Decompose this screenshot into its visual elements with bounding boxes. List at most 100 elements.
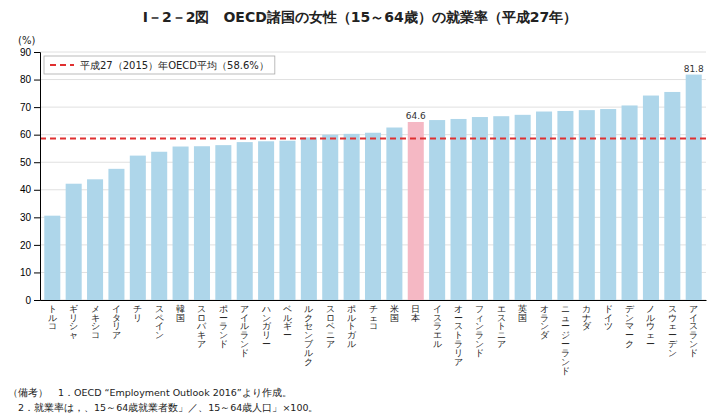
y-tick-mark <box>34 162 40 163</box>
x-tick-label-char: 本 <box>411 313 420 323</box>
x-tick-label-char: ア <box>197 339 206 349</box>
reference-line <box>40 138 706 140</box>
x-tick: オーストラリア <box>454 304 463 368</box>
x-tick: ハンガリー <box>261 304 272 350</box>
x-tick-label: アイスランド <box>689 304 698 359</box>
x-tick-label: スウェーデン <box>668 304 678 359</box>
marks <box>40 75 706 300</box>
x-tick-label-char: ー <box>646 339 655 349</box>
x-tick-label-char: ダ <box>582 322 592 332</box>
x-tick-label: イスラエル <box>433 304 442 350</box>
bar <box>643 96 659 300</box>
bar <box>279 141 295 300</box>
x-tick-label-char: コ <box>369 322 378 332</box>
x-tick-label: カナダ <box>582 304 592 332</box>
y-tick: 80 <box>20 74 40 85</box>
x-axis-line <box>41 300 707 301</box>
y-tick-label: 10 <box>20 267 32 278</box>
x-tick: トルコ <box>48 304 57 332</box>
bar <box>429 120 445 300</box>
note: （備考） 1．OECD “Employment Outlook 2016”より作… <box>8 387 292 398</box>
x-axis: トルコギリシャメキシコイタリアチリスペイン韓国スロバキアポーランドアイルランドハ… <box>41 301 707 377</box>
x-tick-label: ドイツ <box>604 304 613 332</box>
x-tick-label: スロバキア <box>196 304 207 350</box>
grid-line <box>40 79 706 80</box>
x-tick-label-char: ル <box>347 339 356 349</box>
y-tick-mark <box>34 300 40 301</box>
plot-area: 0102030405060708090トルコギリシャメキシコイタリアチリスペイン… <box>20 47 707 376</box>
x-tick-label-char: ン <box>155 330 164 340</box>
x-tick: スロベニア <box>326 304 335 350</box>
x-tick-label-char: ダ <box>540 330 550 340</box>
x-tick-label-char: ド <box>689 348 698 358</box>
bar <box>515 115 531 300</box>
x-tick-label: ギリシャ <box>69 304 78 341</box>
x-tick-label: チェコ <box>369 304 378 332</box>
x-tick: スウェーデン <box>668 304 678 359</box>
y-tick-mark <box>34 245 40 246</box>
x-tick-label-char: ド <box>561 366 570 376</box>
y-tick-label: 50 <box>20 157 32 168</box>
bar <box>322 135 338 300</box>
x-tick-label: 日本 <box>411 304 420 323</box>
bar <box>44 216 60 300</box>
x-tick: 英国 <box>518 304 527 323</box>
x-tick-label: オーストラリア <box>454 304 463 368</box>
bar <box>301 137 317 300</box>
x-tick-label: スペイン <box>155 304 164 341</box>
bar <box>408 122 424 300</box>
bar <box>108 169 124 300</box>
bar <box>493 116 509 300</box>
y-tick-label: 60 <box>20 129 32 140</box>
y-tick: 90 <box>20 47 40 58</box>
x-tick-label: ベルギー <box>283 304 292 341</box>
y-tick-mark <box>34 80 40 81</box>
y-axis-line <box>34 53 41 301</box>
bar <box>365 133 381 300</box>
x-tick-label: メキシコ <box>91 304 100 341</box>
x-tick: ニュージーランド <box>561 304 570 376</box>
y-tick: 60 <box>20 129 40 140</box>
x-tick-label-char: 国 <box>518 313 527 323</box>
bar <box>194 146 210 300</box>
x-tick-label: ハンガリー <box>261 304 272 350</box>
y-tick: 10 <box>20 267 40 278</box>
x-tick-label-char: ャ <box>69 330 78 340</box>
x-tick-label: ポルトガル <box>347 304 357 350</box>
x-tick-label: オランダ <box>540 304 550 341</box>
x-tick-label: スロベニア <box>326 304 335 350</box>
x-tick-label-char: ー <box>262 339 271 349</box>
bar <box>451 119 467 300</box>
x-tick-label: ニュージーランド <box>561 304 570 376</box>
x-tick: 韓国 <box>176 304 185 323</box>
x-tick: フィンランド <box>475 304 484 359</box>
x-tick: ノルウェー <box>646 304 655 350</box>
y-tick-mark <box>34 217 40 218</box>
y-tick: 20 <box>20 240 40 251</box>
y-tick: 0 <box>25 295 40 306</box>
x-tick-label-char: ア <box>326 339 335 349</box>
x-tick: ベルギー <box>283 304 292 341</box>
x-tick: スロバキア <box>196 304 207 350</box>
x-tick: チリ <box>133 304 142 323</box>
x-tick-label-char: ツ <box>604 322 613 332</box>
x-tick-label-char: ド <box>475 348 484 358</box>
bar <box>130 156 146 300</box>
bar <box>536 112 552 300</box>
x-tick-label-char: ア <box>112 330 121 340</box>
y-tick: 30 <box>20 212 40 223</box>
x-tick-label-char: ア <box>497 339 506 349</box>
x-tick: アイルランド <box>240 304 249 359</box>
x-tick: カナダ <box>582 304 592 332</box>
x-tick-label-char: ド <box>219 339 228 349</box>
grid <box>40 52 706 300</box>
bar <box>237 142 253 300</box>
x-tick: ポルトガル <box>347 304 357 350</box>
x-tick: イスラエル <box>433 304 442 350</box>
legend: 平成27（2015）年OECD平均（58.6%） <box>44 56 275 74</box>
bar <box>472 117 488 300</box>
x-tick-label-char: ン <box>668 348 677 358</box>
y-axis: 0102030405060708090 <box>20 47 41 306</box>
y-tick: 40 <box>20 184 40 195</box>
bar <box>344 134 360 300</box>
